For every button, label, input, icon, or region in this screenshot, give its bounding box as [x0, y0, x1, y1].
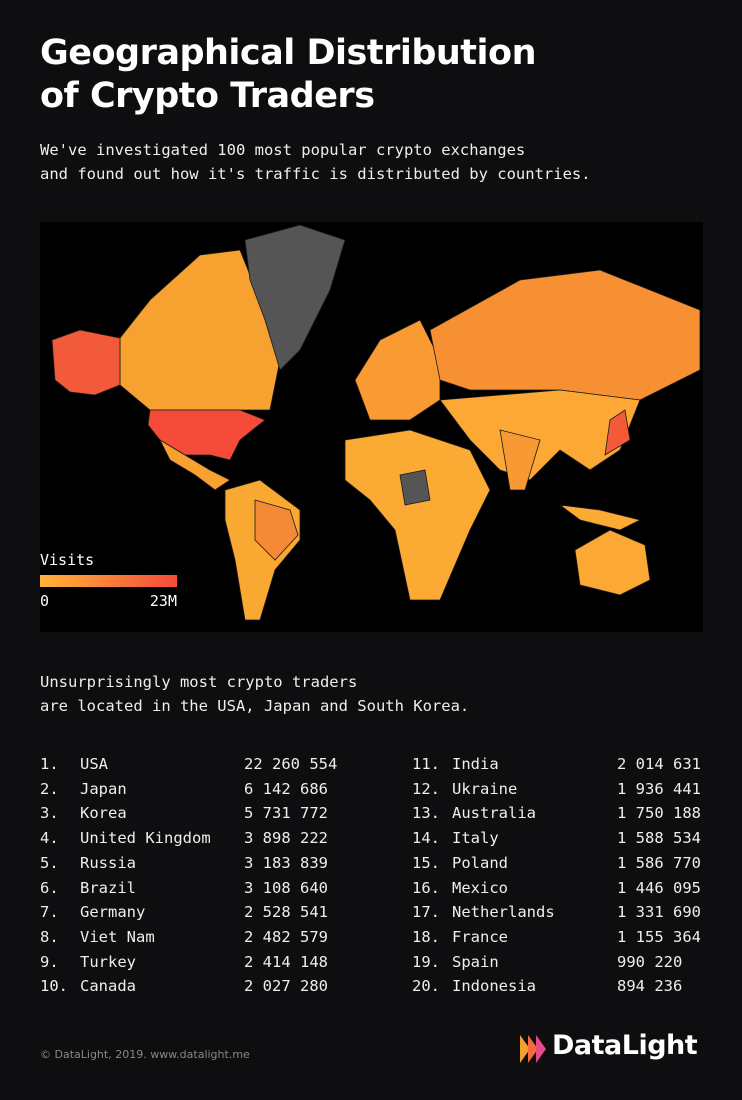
world-map: Visits 0 23M [40, 222, 703, 632]
cell-rank: 3. [40, 804, 59, 823]
copyright: © DataLight, 2019. www.datalight.me [40, 1048, 250, 1061]
cell-visits: 3 898 222 [244, 829, 328, 848]
country [558, 504, 642, 531]
logo-text: DataLight [552, 1030, 698, 1061]
logo-icon [520, 1035, 546, 1063]
cell-visits: 1 446 095 [617, 878, 701, 897]
cell-country: Mexico [452, 878, 508, 897]
country [399, 469, 431, 506]
cell-visits: 2 528 541 [244, 903, 328, 922]
cell-country: Germany [80, 903, 146, 922]
cell-visits: 1 331 690 [617, 903, 701, 922]
cell-country: Brazil [80, 878, 136, 897]
country [574, 529, 651, 596]
cell-rank: 15. [412, 853, 440, 872]
cell-visits: 1 588 534 [617, 829, 701, 848]
cell-rank: 4. [40, 829, 59, 848]
country [51, 329, 121, 396]
cell-rank: 9. [40, 952, 59, 971]
cell-visits: 894 236 [617, 977, 683, 996]
note-line: Unsurprisingly most crypto traders [40, 673, 358, 691]
country [344, 429, 491, 601]
country [439, 389, 641, 481]
cell-rank: 18. [412, 927, 440, 946]
cell-visits: 3 183 839 [244, 853, 328, 872]
cell-country: Indonesia [452, 977, 536, 996]
cell-country: France [452, 927, 508, 946]
cell-rank: 19. [412, 952, 440, 971]
cell-rank: 10. [40, 977, 68, 996]
cell-visits: 2 027 280 [244, 977, 328, 996]
country [429, 269, 701, 401]
cell-country: United Kingdom [80, 829, 211, 848]
cell-rank: 7. [40, 903, 59, 922]
cell-country: Turkey [80, 952, 136, 971]
cell-country: Ukraine [452, 779, 518, 798]
cell-rank: 16. [412, 878, 440, 897]
country [604, 409, 631, 456]
subtitle-line: We've investigated 100 most popular cryp… [40, 141, 526, 159]
country [159, 438, 231, 491]
cell-country: Poland [452, 853, 508, 872]
cell-country: India [452, 755, 499, 773]
country [244, 224, 346, 371]
cell-country: Korea [80, 804, 127, 823]
cell-visits: 6 142 686 [244, 779, 328, 798]
legend-title: Visits [40, 551, 94, 569]
cell-visits: 3 108 640 [244, 878, 328, 897]
cell-rank: 8. [40, 927, 59, 946]
cell-rank: 14. [412, 829, 440, 848]
cell-visits: 990 220 [617, 952, 683, 971]
cell-country: USA [80, 755, 108, 773]
cell-rank: 5. [40, 853, 59, 872]
cell-rank: 17. [412, 903, 440, 922]
cell-rank: 12. [412, 779, 440, 798]
cell-country: Canada [80, 977, 136, 996]
cell-rank: 11. [412, 755, 440, 773]
country [147, 409, 266, 461]
cell-country: Italy [452, 829, 499, 848]
cell-visits: 5 731 772 [244, 804, 328, 823]
cell-visits: 2 482 579 [244, 927, 328, 946]
title-line: Geographical Distribution [40, 33, 537, 73]
cell-country: Australia [452, 804, 536, 823]
cell-country: Viet Nam [80, 927, 155, 946]
cell-country: Japan [80, 779, 127, 798]
cell-rank: 6. [40, 878, 59, 897]
cell-rank: 2. [40, 779, 59, 798]
legend-min: 0 [40, 592, 49, 610]
cell-rank: 13. [412, 804, 440, 823]
cell-country: Spain [452, 952, 499, 971]
cell-visits: 1 586 770 [617, 853, 701, 872]
cell-rank: 1. [40, 755, 59, 773]
cell-visits: 22 260 554 [244, 755, 338, 773]
legend-max: 23M [150, 592, 177, 610]
legend-gradient [40, 575, 177, 587]
country [499, 429, 541, 491]
cell-country: Netherlands [452, 903, 555, 922]
cell-country: Russia [80, 853, 136, 872]
cell-visits: 1 155 364 [617, 927, 701, 946]
subtitle-line: and found out how it's traffic is distri… [40, 165, 591, 183]
country [254, 499, 299, 561]
cell-visits: 2 414 148 [244, 952, 328, 971]
note-line: are located in the USA, Japan and South … [40, 697, 470, 715]
cell-rank: 20. [412, 977, 440, 996]
title-line: of Crypto Traders [40, 76, 375, 116]
cell-visits: 1 750 188 [617, 804, 701, 823]
cell-visits: 1 936 441 [617, 779, 701, 798]
cell-visits: 2 014 631 [617, 755, 701, 773]
